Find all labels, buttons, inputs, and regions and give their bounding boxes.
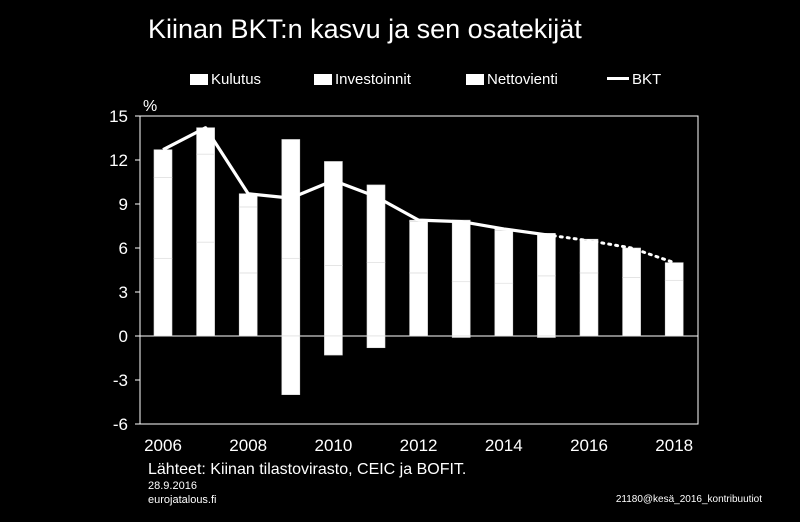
plot-frame: [139, 115, 699, 425]
bar-investoinnit-2007: [196, 153, 215, 243]
x-tick-label: 2008: [229, 436, 267, 455]
bar-kulutus-2010: [324, 265, 343, 337]
bar-investoinnit-2008: [238, 206, 258, 274]
bar-kulutus-2017: [622, 277, 641, 337]
source-note: Lähteet: Kiinan tilastovirasto, CEIC ja …: [148, 461, 467, 478]
bar-kulutus-2008: [238, 272, 258, 337]
bar-investoinnit-2015: [537, 233, 556, 277]
legend-swatch-investoinnit: [314, 74, 332, 85]
x-tick-label: 2006: [144, 436, 182, 455]
bar-kulutus-2015: [537, 275, 556, 337]
y-tick-label: 3: [119, 283, 128, 302]
x-tick-label: 2018: [655, 436, 693, 455]
legend-label-bkt: BKT: [632, 71, 662, 88]
x-tick-label: 2016: [570, 436, 608, 455]
bar-kulutus-2009: [281, 257, 301, 337]
date-note: 28.9.2016: [148, 480, 197, 492]
legend-bkt: BKT: [607, 71, 661, 88]
bar-nettovienti-2011: [366, 335, 386, 349]
bar-investoinnit-2011: [366, 184, 386, 263]
legend-investoinnit: Investoinnit: [314, 71, 411, 88]
chart-canvas: 15 12 9 6 3 0 -3 -6% 2006 2008 2010 2012 2014 2016 201…: [109, 98, 699, 455]
chart-title: Kiinan BKT:n kasvu ja sen osatekijät: [148, 14, 582, 44]
x-tick-label: 2014: [485, 436, 523, 455]
legend-swatch-bkt: [607, 77, 629, 80]
bar-nettovienti-2013: [451, 335, 471, 338]
y-tick-label: -3: [113, 371, 128, 390]
y-axis-unit: %: [143, 98, 157, 115]
legend-label-nettovienti: Nettovienti: [487, 71, 558, 88]
bar-investoinnit-2016: [579, 240, 599, 274]
bar-nettovienti-2009: [281, 335, 301, 395]
bar-kulutus-2012: [409, 272, 428, 337]
bar-kulutus-2011: [366, 262, 386, 337]
bar-kulutus-2016: [579, 272, 599, 337]
bar-investoinnit-2010: [324, 161, 343, 266]
legend-kulutus: Kulutus: [190, 71, 261, 88]
bar-nettovienti-2015: [537, 335, 556, 338]
y-tick-label: -6: [113, 415, 128, 434]
bar-investoinnit-2006: [153, 177, 173, 259]
y-tick-label: 0: [119, 327, 128, 346]
bar-nettovienti-2006: [153, 149, 173, 178]
y-tick-label: 12: [109, 151, 128, 170]
site-note: eurojatalous.fi: [148, 494, 217, 506]
legend-nettovienti: Nettovienti: [466, 71, 558, 88]
y-tick-label: 9: [119, 195, 128, 214]
bar-investoinnit-2014: [494, 230, 514, 284]
bar-kulutus-2014: [494, 282, 514, 337]
y-tick-label: 15: [109, 107, 128, 126]
legend-swatch-nettovienti: [466, 74, 484, 85]
bar-nettovienti-2010: [324, 335, 343, 356]
chart-code: 21180@kesä_2016_kontribuutiot: [615, 494, 762, 505]
bar-investoinnit-2013: [451, 219, 471, 283]
bkt-line: [162, 126, 547, 237]
legend-swatch-kulutus: [190, 74, 208, 85]
y-tick-label: 6: [119, 239, 128, 258]
bar-investoinnit-2012: [409, 221, 428, 274]
bar-investoinnit-2018: [664, 262, 684, 281]
bar-kulutus-2006: [153, 257, 173, 337]
bar-investoinnit-2017: [622, 247, 641, 278]
x-tick-label: 2012: [400, 436, 438, 455]
legend-label-investoinnit: Investoinnit: [335, 71, 411, 88]
bar-kulutus-2007: [196, 241, 215, 337]
x-tick-label: 2010: [314, 436, 352, 455]
bkt-line-forecast: [544, 233, 676, 265]
bar-kulutus-2013: [451, 281, 471, 337]
bar-kulutus-2018: [664, 279, 684, 337]
legend-label-kulutus: Kulutus: [211, 71, 262, 88]
